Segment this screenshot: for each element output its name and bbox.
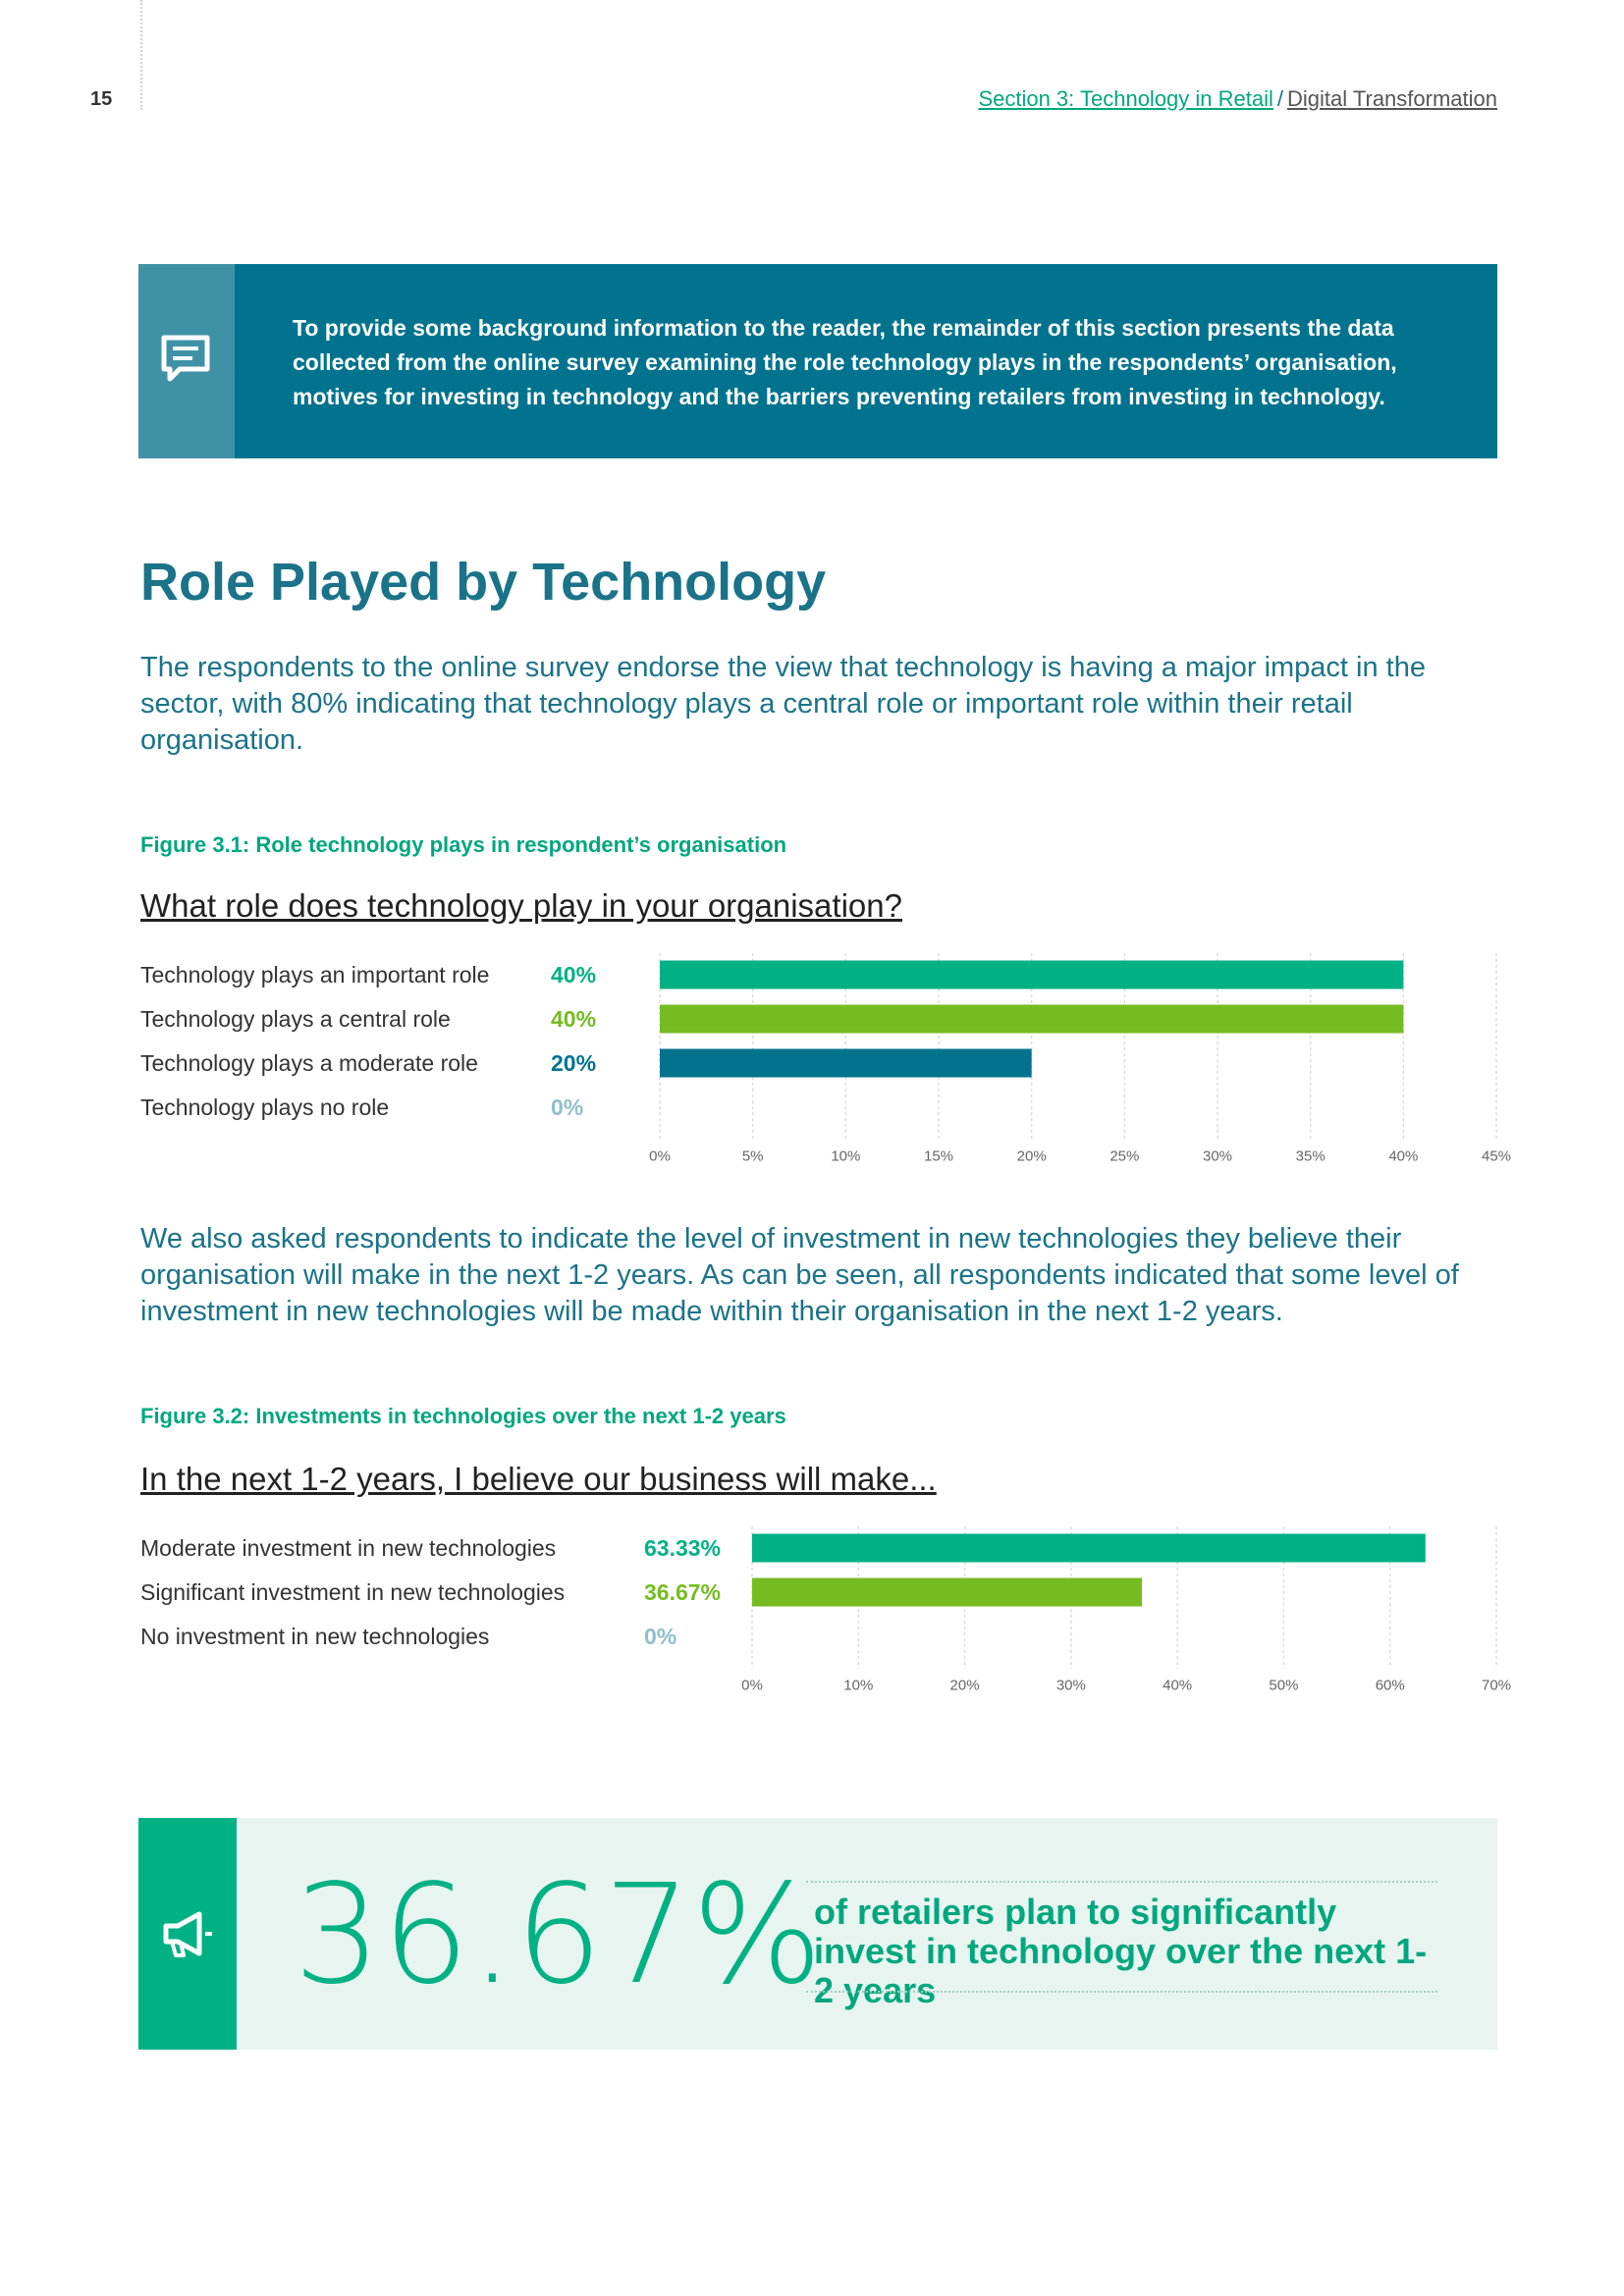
breadcrumb: Section 3: Technology in Retail / Digital …: [978, 86, 1497, 112]
callout-text: of retailers plan to significantly inves…: [814, 1892, 1428, 2010]
category-label: Technology plays no role: [140, 1095, 389, 1120]
category-label: No investment in new technologies: [140, 1624, 489, 1649]
x-tick-label: 0%: [741, 1678, 763, 1694]
intro-box: To provide some background information t…: [138, 264, 1497, 458]
header-divider: [140, 0, 142, 110]
intro-text: To provide some background information t…: [293, 315, 1397, 409]
x-tick-label: 70%: [1482, 1678, 1511, 1694]
bar: [752, 1533, 1426, 1563]
x-tick-label: 0%: [649, 1148, 671, 1165]
value-label: 0%: [551, 1095, 583, 1120]
x-tick-label: 20%: [1017, 1148, 1047, 1165]
bar: [752, 1577, 1143, 1607]
category-label: Significant investment in new technologi…: [140, 1579, 565, 1605]
value-label: 0%: [644, 1624, 677, 1649]
breadcrumb-separator: /: [1276, 86, 1284, 111]
x-tick-label: 15%: [924, 1148, 953, 1165]
category-label: Technology plays an important role: [140, 962, 489, 988]
callout-rule-bottom: [806, 1991, 1437, 1993]
callout-icon-strip: [138, 1818, 237, 2050]
x-tick-label: 30%: [1056, 1678, 1086, 1694]
investment-paragraph: We also asked respondents to indicate th…: [140, 1223, 1459, 1327]
breadcrumb-section-link[interactable]: Section 3: Technology in Retail: [978, 86, 1273, 111]
stat-callout: 36.67% of retailers plan to significantl…: [138, 1818, 1497, 2050]
x-tick-label: 60%: [1376, 1678, 1405, 1694]
value-label: 40%: [551, 962, 596, 988]
category-label: Technology plays a central role: [140, 1006, 451, 1032]
section-title: Role Played by Technology: [140, 553, 827, 612]
x-tick-label: 10%: [831, 1148, 860, 1165]
value-label: 40%: [551, 1006, 596, 1032]
chart-question-1: What role does technology play in your o…: [140, 887, 902, 924]
x-tick-label: 25%: [1110, 1148, 1139, 1165]
intro-paragraph: The respondents to the online survey end…: [140, 652, 1426, 756]
value-label: 20%: [551, 1050, 596, 1076]
bar: [660, 1004, 1404, 1034]
x-tick-label: 30%: [1203, 1148, 1232, 1165]
comment-icon: [161, 335, 210, 382]
intro-icon-strip: [138, 264, 235, 458]
x-tick-label: 35%: [1296, 1148, 1326, 1165]
x-tick-label: 5%: [742, 1148, 764, 1165]
big-stat-number: 36.67%: [294, 1855, 824, 2015]
x-tick-label: 50%: [1269, 1678, 1298, 1694]
breadcrumb-subsection-link[interactable]: Digital Transformation: [1287, 86, 1497, 111]
figure-caption-1: Figure 3.1: Role technology plays in res…: [140, 832, 787, 857]
chart-investment: 0% 10% 20% 30% 40% 50% 60% 70% Moderate investme…: [140, 1526, 1511, 1694]
x-tick-label: 40%: [1388, 1148, 1418, 1165]
value-label: 63.33%: [644, 1535, 721, 1561]
megaphone-icon: [163, 1911, 212, 1957]
x-tick-label: 45%: [1482, 1148, 1511, 1165]
chart-question-2: In the next 1-2 years, I believe our bus…: [140, 1461, 937, 1497]
page-number: 15: [90, 88, 113, 110]
value-label: 36.67%: [644, 1579, 721, 1605]
chart-role-technology: 0% 5% 10% 15% 20% 25% 30% 35% 40% 45% Technology p…: [140, 953, 1511, 1165]
x-tick-label: 40%: [1163, 1678, 1192, 1694]
category-label: Moderate investment in new technologies: [140, 1535, 556, 1561]
bar: [660, 960, 1404, 989]
callout-rule-top: [806, 1881, 1437, 1883]
category-label: Technology plays a moderate role: [140, 1050, 478, 1076]
figure-caption-2: Figure 3.2: Investments in technologies …: [140, 1404, 786, 1428]
bar: [660, 1048, 1032, 1078]
x-tick-label: 20%: [950, 1678, 980, 1694]
x-tick-label: 10%: [843, 1678, 873, 1694]
